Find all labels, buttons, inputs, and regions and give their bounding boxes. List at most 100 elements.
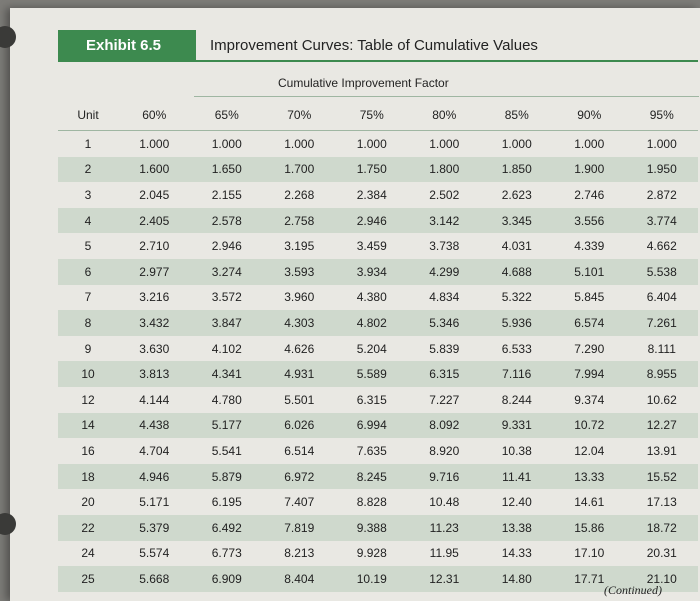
value-cell: 2.502 (429, 187, 460, 202)
unit-cell: 12 (81, 392, 95, 407)
column-header-rate: 85% (480, 100, 553, 131)
header-row: Unit 60% 65% 70% 75% 80% 85% 90% 95% (58, 100, 698, 131)
table-row: 18 4.946 5.879 6.972 8.245 9.716 11.41 13.33 15.… (58, 463, 698, 490)
unit-cell: 25 (58, 566, 118, 592)
value-cell: 6.773 (211, 546, 242, 561)
value-cell: 5.379 (118, 514, 191, 541)
value-cell: 1.000 (211, 136, 242, 151)
unit-cell: 1 (84, 136, 92, 151)
cumulative-values-table: Cumulative Improvement Factor Unit 60% 65%… (58, 70, 699, 592)
table-row: 5 2.710 2.946 3.195 3.459 3.738 4.031 4.339 4.66… (58, 233, 698, 259)
value-cell: 10.19 (335, 566, 408, 592)
value-cell: 5.501 (284, 392, 315, 407)
value-cell: 4.341 (190, 361, 263, 387)
value-cell: 1.000 (646, 136, 677, 151)
value-cell: 6.404 (646, 290, 677, 305)
unit-cell: 10 (58, 361, 118, 387)
value-cell: 3.960 (284, 290, 315, 305)
value-cell: 1.000 (501, 136, 532, 151)
value-cell: 8.092 (408, 412, 481, 439)
unit-cell: 20 (81, 495, 95, 510)
value-cell: 4.303 (263, 310, 336, 336)
table-row: 7 3.216 3.572 3.960 4.380 4.834 5.322 5.845 6.40… (58, 285, 698, 311)
value-cell: 4.144 (139, 392, 170, 407)
value-cell: 14.33 (501, 546, 532, 561)
unit-cell: 2 (58, 156, 118, 183)
value-cell: 3.630 (139, 341, 170, 356)
unit-cell: 24 (81, 546, 95, 561)
table-row: 20 5.171 6.195 7.407 8.828 10.48 12.40 14.61 17.… (58, 489, 698, 515)
value-cell: 17.10 (574, 546, 605, 561)
value-cell: 7.407 (284, 495, 315, 510)
value-cell: 2.758 (263, 207, 336, 234)
value-cell: 1.000 (429, 136, 460, 151)
value-cell: 6.315 (408, 361, 481, 387)
value-cell: 21.10 (625, 566, 698, 592)
value-cell: 17.13 (646, 495, 677, 510)
value-cell: 12.04 (574, 443, 605, 458)
value-cell: 7.994 (553, 361, 626, 387)
unit-cell: 6 (58, 258, 118, 285)
value-cell: 5.101 (553, 258, 626, 285)
value-cell: 6.195 (211, 495, 242, 510)
value-cell: 1.950 (625, 156, 698, 183)
value-cell: 4.688 (480, 258, 553, 285)
value-cell: 8.213 (284, 546, 315, 561)
value-cell: 1.600 (118, 156, 191, 183)
value-cell: 7.261 (625, 310, 698, 336)
value-cell: 5.668 (118, 566, 191, 592)
value-cell: 4.380 (356, 290, 387, 305)
table-row: 1 1.000 1.000 1.000 1.000 1.000 1.000 1.000 1.00… (58, 131, 698, 157)
value-cell: 1.850 (480, 156, 553, 183)
value-cell: 1.650 (190, 156, 263, 183)
value-cell: 2.045 (139, 187, 170, 202)
value-cell: 7.116 (480, 361, 553, 387)
value-cell: 6.909 (190, 566, 263, 592)
value-cell: 8.955 (625, 361, 698, 387)
value-cell: 15.52 (625, 463, 698, 490)
value-cell: 10.72 (553, 412, 626, 439)
value-cell: 2.384 (356, 187, 387, 202)
unit-cell: 16 (81, 443, 95, 458)
value-cell: 10.62 (646, 392, 677, 407)
value-cell: 3.813 (118, 361, 191, 387)
value-cell: 7.290 (574, 341, 605, 356)
unit-cell: 14 (58, 412, 118, 439)
column-header-rate: 95% (625, 100, 698, 131)
value-cell: 4.704 (139, 443, 170, 458)
value-cell: 5.845 (574, 290, 605, 305)
value-cell: 11.41 (480, 463, 553, 490)
value-cell: 6.492 (190, 514, 263, 541)
value-cell: 1.000 (139, 136, 170, 151)
value-cell: 3.738 (429, 239, 460, 254)
value-cell: 2.946 (335, 207, 408, 234)
value-cell: 6.315 (356, 392, 387, 407)
value-cell: 8.245 (335, 463, 408, 490)
value-cell: 10.48 (429, 495, 460, 510)
value-cell: 2.710 (139, 239, 170, 254)
value-cell: 5.574 (139, 546, 170, 561)
value-cell: 6.574 (553, 310, 626, 336)
value-cell: 9.374 (574, 392, 605, 407)
column-header-rate: 65% (190, 100, 263, 131)
value-cell: 1.800 (408, 156, 481, 183)
value-cell: 1.750 (335, 156, 408, 183)
value-cell: 5.541 (211, 443, 242, 458)
value-cell: 4.802 (335, 310, 408, 336)
value-cell: 10.38 (501, 443, 532, 458)
value-cell: 2.155 (211, 187, 242, 202)
group-title: Cumulative Improvement Factor (278, 76, 449, 90)
value-cell: 1.000 (284, 136, 315, 151)
value-cell: 13.38 (480, 514, 553, 541)
unit-cell: 9 (84, 341, 92, 356)
binder-hole (0, 26, 16, 48)
value-cell: 5.171 (139, 495, 170, 510)
value-cell: 3.345 (480, 207, 553, 234)
exhibit-header: Exhibit 6.5 Improvement Curves: Table of… (58, 30, 698, 62)
value-cell: 11.23 (408, 514, 481, 541)
table-row: 4 2.405 2.578 2.758 2.946 3.142 3.345 3.556 3.77… (58, 207, 698, 234)
unit-cell: 4 (58, 207, 118, 234)
value-cell: 2.946 (211, 239, 242, 254)
value-cell: 5.322 (501, 290, 532, 305)
value-cell: 6.994 (335, 412, 408, 439)
